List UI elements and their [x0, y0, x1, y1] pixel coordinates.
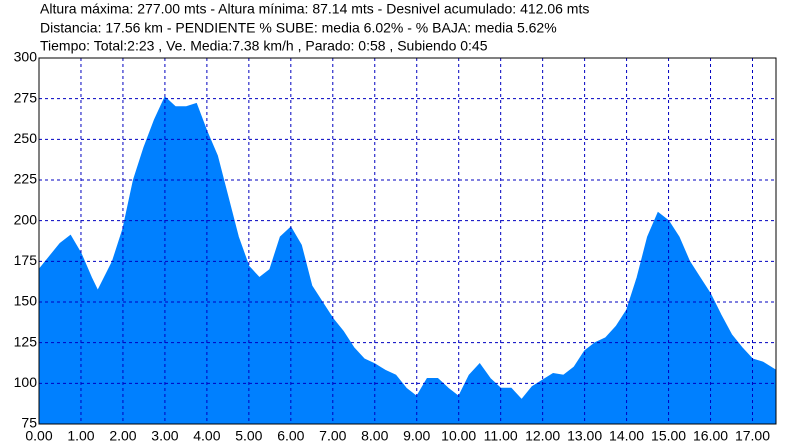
x-tick-label: 15.00 — [651, 428, 686, 444]
x-tick-label: 0.00 — [25, 428, 52, 444]
y-tick-label: 75 — [21, 415, 37, 431]
x-tick-label: 4.00 — [193, 428, 220, 444]
x-tick-label: 9.00 — [403, 428, 430, 444]
x-tick-label: 7.00 — [319, 428, 346, 444]
x-tick-label: 14.00 — [609, 428, 644, 444]
x-tick-label: 3.00 — [151, 428, 178, 444]
y-tick-label: 225 — [14, 171, 38, 187]
x-tick-label: 8.00 — [361, 428, 388, 444]
chart-title: Altura máxima: 277.00 mts - Altura mínim… — [40, 1, 589, 17]
y-tick-label: 200 — [14, 211, 38, 227]
x-tick-label: 11.00 — [484, 428, 518, 444]
elevation-area — [38, 96, 777, 425]
x-tick-label: 1.00 — [67, 428, 94, 444]
y-tick-label: 250 — [14, 130, 38, 146]
plot-frame — [38, 57, 777, 425]
chart-annotation: Tiempo: Total:2:23 , Ve. Media:7.38 km/h… — [40, 38, 488, 54]
x-tick-label: 6.00 — [277, 428, 304, 444]
y-tick-label: 300 — [14, 49, 38, 65]
x-tick-label: 2.00 — [109, 428, 136, 444]
y-tick-label: 175 — [14, 252, 38, 268]
x-tick-label: 5.00 — [235, 428, 262, 444]
x-tick-label: 17.00 — [735, 428, 770, 444]
x-tick-label: 13.00 — [567, 428, 602, 444]
y-tick-label: 275 — [14, 89, 38, 105]
y-tick-label: 150 — [14, 293, 38, 309]
chart-subtitle: Distancia: 17.56 km - PENDIENTE % SUBE: … — [40, 20, 557, 36]
x-tick-label: 10.00 — [441, 428, 476, 444]
x-tick-label: 16.00 — [693, 428, 728, 444]
y-tick-label: 125 — [14, 333, 38, 349]
x-tick-label: 12.00 — [525, 428, 560, 444]
y-tick-label: 100 — [14, 374, 38, 390]
